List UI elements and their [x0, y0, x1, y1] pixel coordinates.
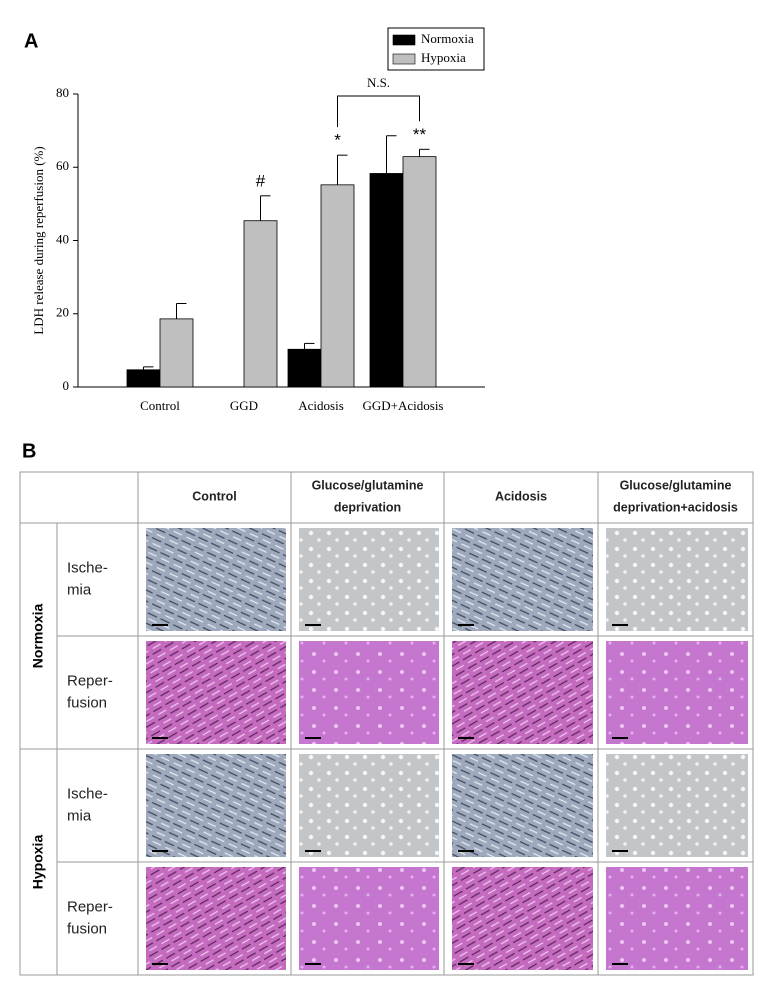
micrograph	[606, 754, 748, 857]
bracket-label: N.S.	[367, 75, 390, 90]
column-header: deprivation	[334, 500, 401, 514]
micrograph	[606, 528, 748, 631]
group-label: Normoxia	[30, 604, 46, 669]
legend-swatch	[392, 53, 416, 65]
table-border	[19, 471, 754, 976]
row-label: Reper-	[67, 672, 113, 689]
row-label: Reper-	[67, 898, 113, 915]
x-tick-label: Control	[140, 398, 180, 413]
row-label: Ische-	[67, 559, 108, 576]
column-header: deprivation+acidosis	[613, 500, 738, 514]
column-header: Control	[192, 489, 236, 503]
bar	[320, 184, 355, 388]
row-label: fusion	[67, 694, 107, 711]
column-header: Acidosis	[495, 489, 547, 503]
row-label: fusion	[67, 920, 107, 937]
bar	[159, 318, 194, 388]
micrograph	[146, 867, 286, 970]
significance-marker: *	[334, 131, 341, 150]
micrograph	[452, 528, 593, 631]
panel-label: A	[24, 30, 38, 52]
y-tick-label: 80	[56, 85, 69, 100]
x-tick-label: Acidosis	[298, 398, 344, 413]
error-bar	[304, 342, 315, 350]
micrograph	[299, 754, 439, 857]
bar	[243, 220, 278, 388]
error-bar	[176, 302, 187, 319]
micrograph	[606, 867, 748, 970]
error-bar	[337, 154, 348, 185]
micrograph	[299, 528, 439, 631]
legend-label: Hypoxia	[421, 50, 466, 65]
error-bar	[386, 135, 397, 174]
micrograph	[452, 867, 593, 970]
bar	[369, 173, 404, 388]
error-bar	[419, 148, 430, 157]
significance-marker: #	[256, 171, 266, 190]
legend-swatch	[392, 34, 416, 46]
legend-label: Normoxia	[421, 31, 474, 46]
micrograph	[146, 528, 286, 631]
group-label: Hypoxia	[30, 835, 46, 890]
micrograph	[146, 754, 286, 857]
micrograph	[146, 641, 286, 744]
error-bar	[260, 195, 271, 221]
row-label: Ische-	[67, 785, 108, 802]
y-tick-label: 40	[56, 231, 69, 246]
micrograph	[299, 641, 439, 744]
column-header: Glucose/glutamine	[312, 478, 424, 492]
y-tick-label: 60	[56, 158, 69, 173]
row-label: mia	[67, 807, 92, 824]
bracket	[337, 95, 420, 128]
panel-label: B	[22, 440, 36, 462]
bar	[287, 348, 322, 388]
micrograph	[299, 867, 439, 970]
micrograph	[606, 641, 748, 744]
micrograph	[452, 641, 593, 744]
x-tick-label: GGD+Acidosis	[363, 398, 444, 413]
y-tick-label: 20	[56, 305, 69, 320]
significance-marker: **	[413, 125, 427, 144]
bar	[126, 369, 161, 388]
y-axis-label: LDH release during reperfusion (%)	[31, 146, 46, 334]
error-bar	[143, 366, 154, 370]
column-header: Glucose/glutamine	[620, 478, 732, 492]
y-tick-label: 0	[63, 378, 70, 393]
x-tick-label: GGD	[230, 398, 258, 413]
bar	[402, 156, 437, 388]
micrograph	[452, 754, 593, 857]
row-label: mia	[67, 581, 92, 598]
